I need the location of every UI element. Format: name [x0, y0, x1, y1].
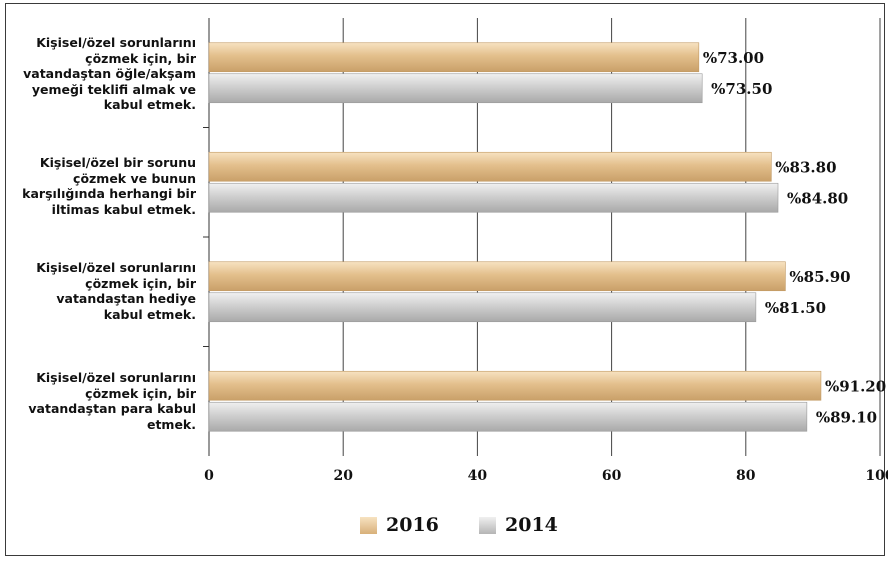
bar-layer — [208, 42, 822, 432]
legend-label-2014: 2014 — [505, 514, 558, 536]
data-label: %84.80 — [787, 189, 848, 207]
x-tick-label: 60 — [602, 468, 622, 484]
bar-2016 — [208, 42, 700, 73]
data-label: %73.50 — [711, 80, 772, 98]
bar-2014 — [208, 401, 808, 432]
legend-swatch-2014 — [479, 517, 496, 534]
data-label: %85.90 — [789, 268, 850, 286]
tick-layer: 0 20 40 60 80 100 — [204, 468, 888, 484]
data-label: %91.20 — [825, 377, 886, 395]
category-label: Kişisel/özel bir sorunu çözmek ve bunun … — [22, 155, 196, 217]
bar-2014 — [208, 182, 779, 213]
bar-2016 — [208, 370, 822, 401]
data-label: %81.50 — [765, 299, 826, 317]
legend-label-2016: 2016 — [386, 514, 439, 536]
bar-2014 — [208, 292, 757, 323]
x-tick-label: 80 — [736, 468, 756, 484]
chart-frame — [5, 3, 885, 556]
x-tick-label: 20 — [333, 468, 353, 484]
category-label: Kişisel/özel sorunlarını çözmek için, bi… — [36, 260, 196, 322]
x-tick-label: 100 — [865, 468, 888, 484]
bar-2014 — [208, 73, 703, 104]
data-label: %89.10 — [816, 408, 877, 426]
category-label: Kişisel/özel sorunlarını çözmek için, bi… — [23, 35, 196, 112]
bar-2016 — [208, 151, 772, 182]
x-tick-label: 0 — [204, 468, 214, 484]
label-layer: %73.00 %73.50 %83.80 %84.80 %85.90 %81.50 %91.… — [703, 49, 886, 427]
x-tick-label: 40 — [468, 468, 488, 484]
data-label: %73.00 — [703, 49, 764, 67]
data-label: %83.80 — [775, 158, 836, 176]
legend-swatch-2016 — [360, 517, 377, 534]
bar-2016 — [208, 261, 786, 292]
category-label: Kişisel/özel sorunlarını çözmek için, bi… — [28, 370, 196, 432]
